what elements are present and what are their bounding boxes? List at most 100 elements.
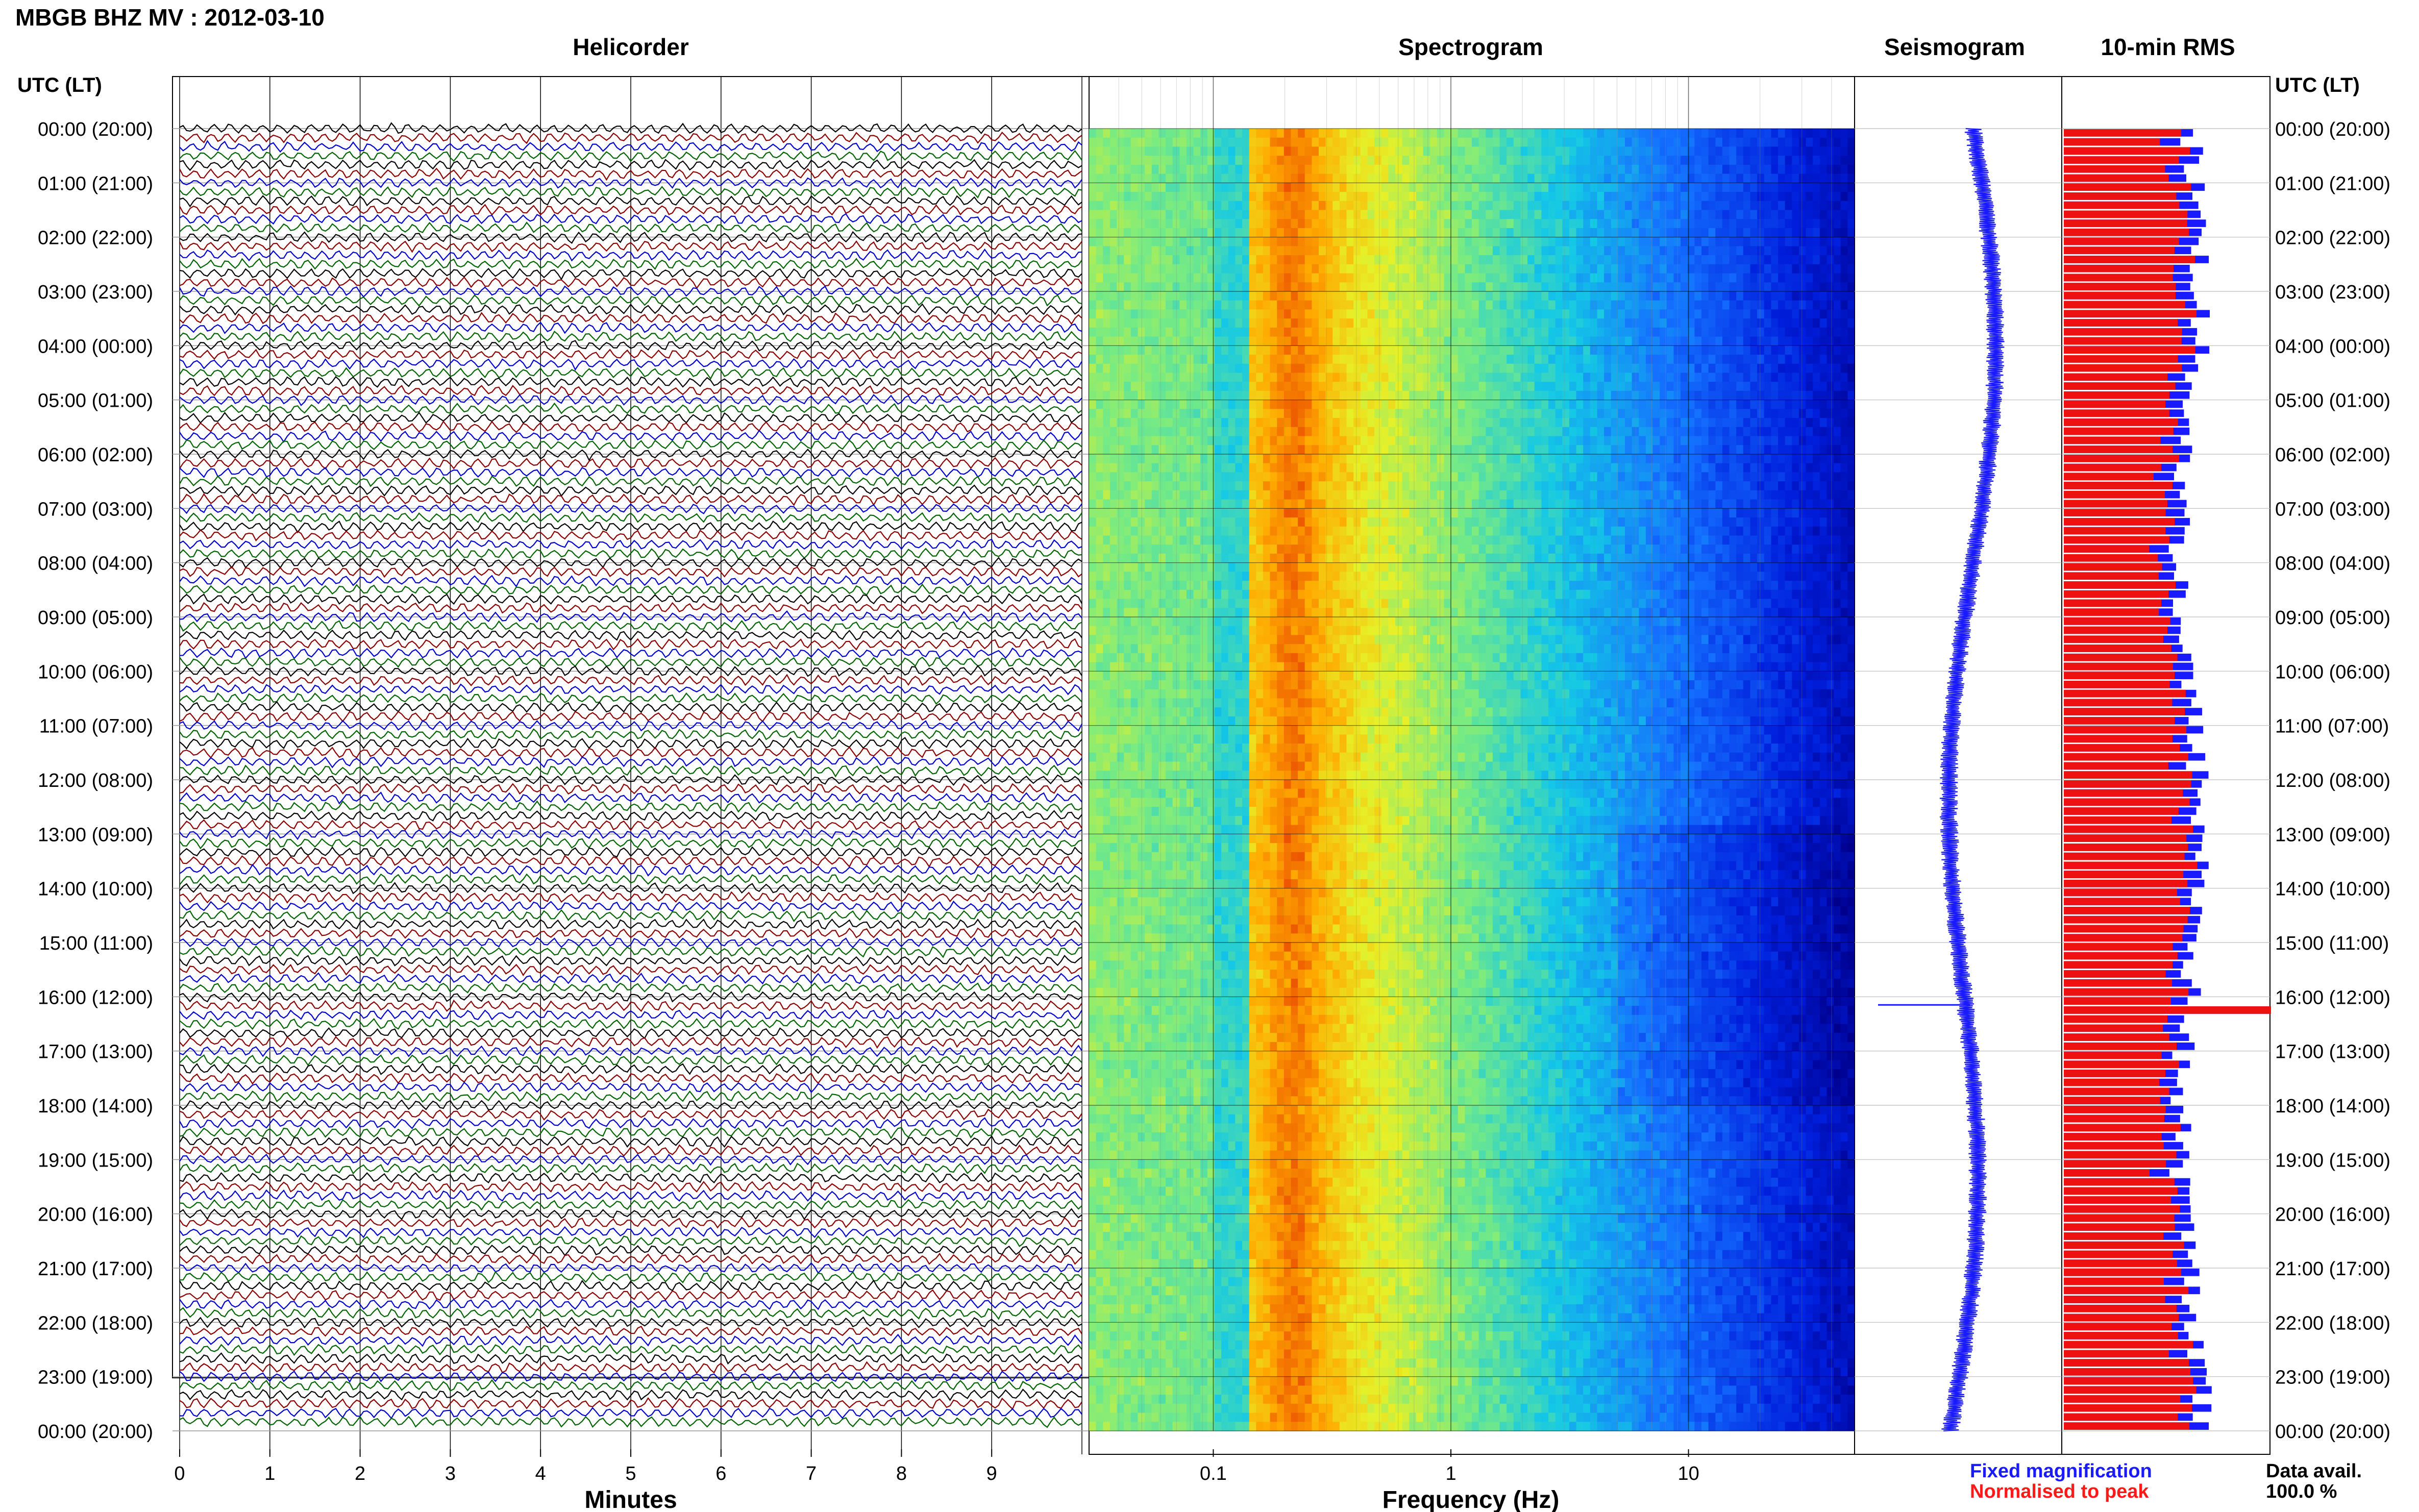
spectrogram-cell — [1576, 219, 1584, 229]
spectrogram-cell — [1527, 400, 1535, 409]
spectrogram-cell — [1166, 517, 1173, 527]
spectrogram-cell — [1534, 472, 1542, 482]
spectrogram-cell — [1109, 173, 1118, 183]
spectrogram-cell — [1193, 228, 1201, 238]
spectrogram-cell — [1089, 445, 1097, 455]
spectrogram-cell — [1388, 264, 1396, 274]
spectrogram-cell — [1235, 517, 1243, 527]
spectrogram-cell — [1785, 454, 1792, 464]
spectrogram-cell — [1270, 210, 1277, 219]
spectrogram-cell — [1103, 246, 1110, 256]
spectrogram-cell — [1660, 436, 1667, 445]
spectrogram-cell — [1339, 237, 1347, 246]
spectrogram-cell — [1492, 219, 1500, 229]
spectrogram-cell — [1764, 246, 1772, 256]
spectrogram-cell — [1242, 345, 1250, 355]
spectrogram-cell — [1465, 327, 1472, 337]
spectrogram-cell — [1138, 183, 1145, 192]
spectrogram-cell — [1166, 264, 1173, 274]
spectrogram-cell — [1158, 173, 1166, 183]
spectrogram-cell — [1736, 156, 1744, 165]
spectrogram-cell — [1826, 129, 1834, 138]
spectrogram-cell — [1367, 237, 1375, 246]
spectrogram-cell — [1283, 273, 1292, 283]
spectrogram-cell — [1214, 210, 1222, 219]
spectrogram-cell — [1701, 345, 1709, 355]
spectrogram-cell — [1486, 210, 1493, 219]
spectrogram-cell — [1200, 137, 1208, 147]
spectrogram-cell — [1388, 255, 1396, 265]
spectrogram-cell — [1096, 237, 1103, 246]
spectrogram-cell — [1652, 382, 1660, 391]
spectrogram-cell — [1451, 255, 1459, 265]
spectrogram-cell — [1472, 137, 1479, 147]
spectrogram-cell — [1256, 137, 1264, 147]
spectrogram-cell — [1249, 445, 1256, 455]
spectrogram-cell — [1312, 463, 1319, 473]
spectrogram-cell — [1513, 327, 1521, 337]
spectrogram-cell — [1486, 463, 1493, 473]
spectrogram-cell — [1736, 400, 1744, 409]
spectrogram-cell — [1847, 219, 1855, 229]
spectrogram-cell — [1757, 164, 1765, 175]
spectrogram-cell — [1792, 445, 1799, 455]
spectrogram-cell — [1298, 201, 1305, 211]
spectrogram-cell — [1757, 219, 1765, 229]
spectrogram-cell — [1402, 436, 1410, 445]
spectrogram-cell — [1652, 418, 1660, 428]
spectrogram-cell — [1381, 382, 1389, 391]
spectrogram-cell — [1151, 137, 1159, 147]
spectrogram-cell — [1771, 472, 1779, 482]
spectrogram-cell — [1618, 454, 1625, 464]
spectrogram-cell — [1458, 436, 1466, 445]
spectrogram-cell — [1562, 156, 1570, 165]
spectrogram-cell — [1792, 137, 1799, 147]
spectrogram-cell — [1764, 228, 1772, 238]
spectrogram-cell — [1652, 481, 1660, 491]
spectrogram-cell — [1346, 146, 1354, 156]
spectrogram-cell — [1096, 472, 1103, 482]
spectrogram-cell — [1576, 228, 1584, 238]
spectrogram-cell — [1771, 463, 1779, 473]
spectrogram-cell — [1541, 173, 1549, 183]
spectrogram-cell — [1304, 382, 1313, 391]
spectrogram-cell — [1625, 454, 1633, 464]
spectrogram-cell — [1736, 210, 1744, 219]
spectrogram-cell — [1813, 237, 1820, 246]
spectrogram-cell — [1145, 409, 1152, 418]
spectrogram-cell — [1792, 201, 1799, 211]
spectrogram-cell — [1750, 336, 1758, 346]
spectrogram-cell — [1819, 246, 1828, 256]
spectrogram-cell — [1590, 499, 1598, 509]
spectrogram-cell — [1242, 164, 1250, 175]
spectrogram-cell — [1200, 318, 1208, 328]
helicorder-panel — [172, 76, 1090, 1454]
spectrogram-cell — [1270, 309, 1277, 319]
spectrogram-cell — [1130, 146, 1139, 156]
spectrogram-cell — [1632, 363, 1639, 374]
spectrogram-cell — [1193, 355, 1201, 364]
spectrogram-cell — [1813, 183, 1820, 192]
spectrogram-cell — [1785, 345, 1792, 355]
spectrogram-cell — [1166, 210, 1173, 219]
spectrogram-cell — [1256, 300, 1264, 310]
spectrogram-cell — [1555, 210, 1563, 219]
spectrogram-cell — [1520, 255, 1528, 265]
spectrogram-cell — [1325, 255, 1333, 265]
spectrogram-cell — [1771, 300, 1779, 310]
spectrogram-cell — [1145, 291, 1152, 301]
spectrogram-cell — [1172, 219, 1180, 229]
spectrogram-cell — [1534, 363, 1542, 374]
spectrogram-cell — [1840, 436, 1848, 445]
spectrogram-cell — [1145, 427, 1152, 437]
spectrogram-cell — [1430, 481, 1438, 491]
spectrogram-cell — [1409, 409, 1417, 418]
spectrogram-cell — [1826, 291, 1834, 301]
spectrogram-cell — [1270, 282, 1277, 292]
spectrogram-cell — [1681, 237, 1688, 246]
spectrogram-cell — [1701, 490, 1709, 500]
spectrogram-cell — [1729, 291, 1737, 301]
spectrogram-cell — [1291, 490, 1298, 500]
spectrogram-cell — [1834, 246, 1841, 256]
spectrogram-cell — [1583, 508, 1591, 518]
